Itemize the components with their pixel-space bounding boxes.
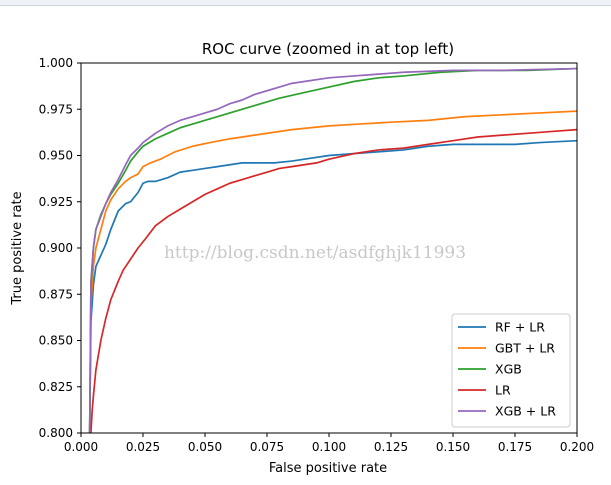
y-tick-label: 0.925: [39, 195, 73, 209]
y-tick-label: 0.850: [39, 334, 73, 348]
x-tick-label: 0.025: [126, 440, 160, 454]
legend-entry: LR: [495, 383, 511, 398]
y-tick-label: 0.825: [39, 380, 73, 394]
y-tick-label: 0.975: [39, 102, 73, 116]
watermark-text: http://blog.csdn.net/asdfghjk11993: [164, 243, 466, 263]
legend-entry: XGB + LR: [495, 404, 556, 419]
x-tick-label: 0.150: [436, 440, 470, 454]
series-line-gbt-lr: [88, 110, 577, 433]
x-tick-label: 0.050: [188, 440, 222, 454]
x-tick-label: 0.100: [312, 440, 346, 454]
x-tick-label: 0.200: [560, 440, 594, 454]
window-top-strip: [0, 0, 611, 6]
y-axis-label: True positive rate: [10, 191, 25, 305]
legend-entry: RF + LR: [495, 320, 545, 335]
series-line-rf-lr: [88, 139, 577, 433]
chart-title: ROC curve (zoomed in at top left): [202, 40, 454, 58]
y-tick-label: 0.800: [39, 426, 73, 440]
series-line-lr: [90, 128, 577, 433]
legend-box: [451, 313, 571, 428]
legend: RF + LR GBT + LR XGB LR XGB + LR: [451, 313, 571, 428]
x-tick-label: 0.125: [374, 440, 408, 454]
y-tick-label: 1.000: [39, 56, 73, 70]
y-tick-label: 0.950: [39, 149, 73, 163]
x-axis-label: False positive rate: [269, 461, 387, 476]
axes: 0.000 0.025 0.050 0.075 0.100 0.125 0.150 0.175…: [39, 56, 595, 454]
y-tick-label: 0.875: [39, 287, 73, 301]
series-line-xgb-lr: [88, 67, 577, 433]
x-tick-label: 0.000: [64, 440, 98, 454]
legend-entry: GBT + LR: [495, 341, 555, 356]
y-tick-label: 0.900: [39, 241, 73, 255]
x-tick-label: 0.175: [498, 440, 532, 454]
plot-area: [88, 67, 577, 433]
legend-entry: XGB: [495, 362, 522, 377]
x-tick-label: 0.075: [250, 440, 284, 454]
